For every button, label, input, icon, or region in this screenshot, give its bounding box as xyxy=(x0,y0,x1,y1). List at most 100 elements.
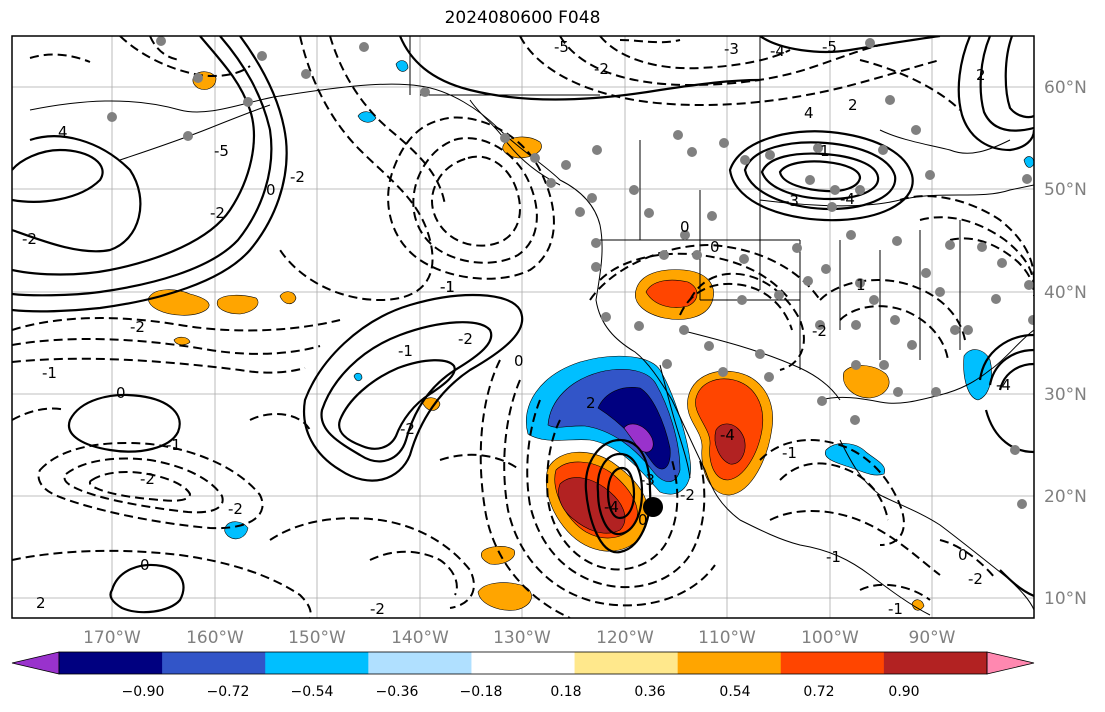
colorbar-frame xyxy=(58,651,988,675)
contour-label: -4 xyxy=(770,42,785,60)
colorbar-segment xyxy=(162,652,266,674)
longitude-labels: 170°W 160°W 150°W 140°W 130°W 120°W 110°… xyxy=(83,628,956,648)
plot-frame xyxy=(11,35,1035,619)
colorbar-segment xyxy=(471,652,576,674)
contour-label: 0 xyxy=(680,218,690,236)
contour-label: 2 xyxy=(976,66,986,84)
contour-label: -1 xyxy=(398,342,413,360)
lon-label: 90°W xyxy=(909,628,956,648)
colorbar-segment xyxy=(780,652,885,674)
contour-label: -4 xyxy=(720,426,735,444)
storm-center-marker xyxy=(643,497,663,517)
contour-label: 0 xyxy=(958,546,968,564)
colorbar-extension-high xyxy=(986,651,1035,675)
lon-label: 140°W xyxy=(391,628,449,648)
contour-label: -1 xyxy=(440,278,455,296)
contour-label: -5 xyxy=(554,38,569,56)
contour-label: 2 xyxy=(586,394,596,412)
lon-label: 130°W xyxy=(493,628,551,648)
negative-contours xyxy=(12,36,1034,618)
lat-label: 20°N xyxy=(1044,487,1087,507)
colorbar-segment xyxy=(883,652,988,674)
contour-label: -2 xyxy=(22,230,37,248)
lon-label: 100°W xyxy=(801,628,859,648)
contour-label: -1 xyxy=(826,548,841,566)
contour-label: 0 xyxy=(116,384,126,402)
colorbar-tick-label: 0.18 xyxy=(550,684,581,700)
colorbar-tick-label: 0.54 xyxy=(719,684,750,700)
contour-label: -2 xyxy=(228,500,243,518)
contour-label: -2 xyxy=(370,600,385,618)
contour-label: -1 xyxy=(888,600,903,618)
colorbar xyxy=(11,651,1035,675)
colorbar-tick-label: −0.72 xyxy=(207,684,250,700)
contour-label: 0 xyxy=(140,556,150,574)
colorbar-segment xyxy=(677,652,782,674)
contour-label: -4 xyxy=(604,498,619,516)
lon-label: 110°W xyxy=(698,628,756,648)
plot-area xyxy=(12,36,1034,618)
observation-stations xyxy=(107,36,1034,509)
contour-labels: 4 -2 -2 -1 -2 -1 0 -2 0 -1 -2 -1 0 -2 -4… xyxy=(22,38,1011,618)
lat-label: 40°N xyxy=(1044,283,1087,303)
contour-label: 0 xyxy=(266,181,276,199)
contour-label: -2 xyxy=(812,322,827,340)
contour-label: 0 xyxy=(638,511,648,529)
contour-label: 2 xyxy=(848,96,858,114)
contour-label: -1 xyxy=(440,278,455,296)
colorbar-tick-label: 0.90 xyxy=(888,684,919,700)
lon-label: 150°W xyxy=(288,628,346,648)
contour-label: 1 xyxy=(856,276,866,294)
lat-label: 50°N xyxy=(1044,180,1087,200)
contour-label: -1 xyxy=(166,436,181,454)
lat-label: 30°N xyxy=(1044,385,1087,405)
contour-label: -3 xyxy=(724,40,739,58)
colorbar-segment xyxy=(265,652,369,674)
contour-label: 4 xyxy=(58,123,68,141)
contour-label: -2 xyxy=(680,486,695,504)
colorbar-tick-label: 0.72 xyxy=(803,684,834,700)
contour-label: 1 xyxy=(820,142,830,160)
lon-label: 160°W xyxy=(186,628,244,648)
contour-label: -3 xyxy=(640,471,655,489)
colorbar-extension-low xyxy=(11,651,60,675)
contour-label: -2 xyxy=(210,204,225,222)
lon-label: 120°W xyxy=(596,628,654,648)
map-title: 2024080600 F048 xyxy=(444,8,601,28)
contour-label: -4 xyxy=(996,376,1011,394)
colorbar-segment xyxy=(574,652,679,674)
contour-label: -5 xyxy=(214,142,229,160)
contour-label: -1 xyxy=(782,444,797,462)
contour-label: -2 xyxy=(968,570,983,588)
contour-label: -2 xyxy=(140,470,155,488)
contour-label: 4 xyxy=(804,104,814,122)
contour-label: 2 xyxy=(36,594,46,612)
contour-label: -3 xyxy=(784,192,799,210)
colorbar-segment xyxy=(59,652,163,674)
positive-contours xyxy=(12,36,1034,614)
colorbar-tick-label: −0.90 xyxy=(122,684,165,700)
contour-label: -2 xyxy=(130,318,145,336)
contour-label: 0 xyxy=(710,238,720,256)
colorbar-ticks: −0.90 −0.72 −0.54 −0.36 −0.18 0.18 0.36 … xyxy=(122,684,920,700)
colorbar-tick-label: 0.36 xyxy=(634,684,665,700)
colorbar-segment xyxy=(368,652,472,674)
contour-label: -2 xyxy=(594,60,609,78)
contour-label: -4 xyxy=(840,190,855,208)
colorbar-tick-label: −0.36 xyxy=(376,684,419,700)
colorbar-tick-label: −0.54 xyxy=(291,684,334,700)
contour-label: -2 xyxy=(290,168,305,186)
lat-label: 60°N xyxy=(1044,78,1087,98)
contour-label: -2 xyxy=(458,330,473,348)
latitude-labels: 60°N 50°N 40°N 30°N 20°N 10°N xyxy=(1044,78,1087,609)
lat-label: 10°N xyxy=(1044,589,1087,609)
contour-label: -2 xyxy=(400,420,415,438)
lon-label: 170°W xyxy=(83,628,141,648)
colorbar-tick-label: −0.18 xyxy=(460,684,503,700)
contour-label: -5 xyxy=(822,38,837,56)
contour-high-north-america xyxy=(728,130,914,222)
contour-storm-center xyxy=(584,438,652,554)
filled-anomalies xyxy=(148,60,1034,611)
contour-label: 0 xyxy=(514,352,524,370)
